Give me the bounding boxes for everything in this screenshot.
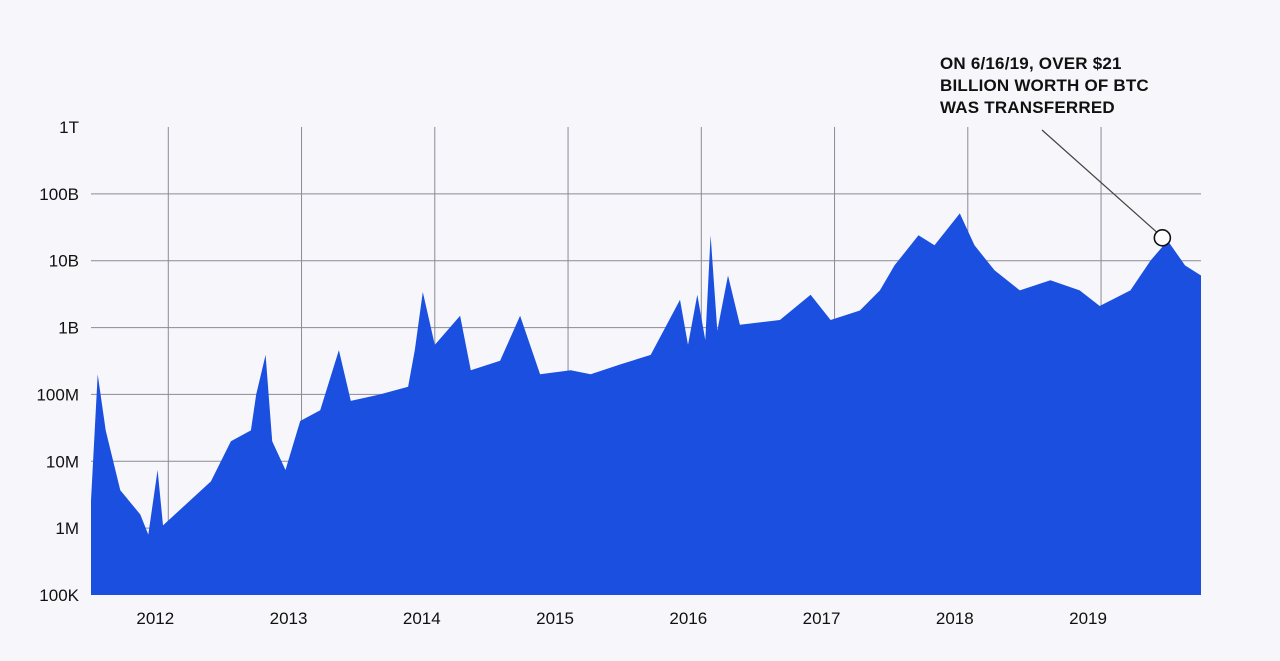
x-tick-label: 2016 xyxy=(669,609,707,628)
x-tick-label: 2012 xyxy=(136,609,174,628)
x-tick-label: 2014 xyxy=(403,609,441,628)
annotation-line-1: ON 6/16/19, OVER $21 xyxy=(940,54,1122,73)
annotation: ON 6/16/19, OVER $21 BILLION WORTH OF BT… xyxy=(940,54,1172,247)
x-axis-ticks: 2012 2013 2014 2015 2016 2017 2018 2019 xyxy=(136,609,1107,628)
y-tick-label: 10B xyxy=(49,252,79,271)
y-axis-ticks: 1T 100B 10B 1B 100M 10M 1M 100K xyxy=(36,118,79,605)
x-tick-label: 2019 xyxy=(1069,609,1107,628)
volume-area xyxy=(91,213,1201,595)
y-tick-label: 10M xyxy=(46,452,79,471)
x-tick-label: 2017 xyxy=(803,609,841,628)
annotation-line-3: WAS TRANSFERRED xyxy=(940,98,1115,117)
annotation-marker xyxy=(1153,229,1172,247)
x-tick-label: 2015 xyxy=(536,609,574,628)
y-tick-label: 1B xyxy=(58,319,79,338)
x-tick-label: 2013 xyxy=(270,609,308,628)
x-tick-label: 2018 xyxy=(936,609,974,628)
annotation-line-2: BILLION WORTH OF BTC xyxy=(940,76,1149,95)
y-tick-label: 1T xyxy=(59,118,79,137)
annotation-leader-line xyxy=(1041,129,1157,233)
y-tick-label: 100K xyxy=(39,586,79,605)
y-tick-label: 100B xyxy=(39,185,79,204)
y-tick-label: 100M xyxy=(36,385,79,404)
y-tick-label: 1M xyxy=(55,519,79,538)
